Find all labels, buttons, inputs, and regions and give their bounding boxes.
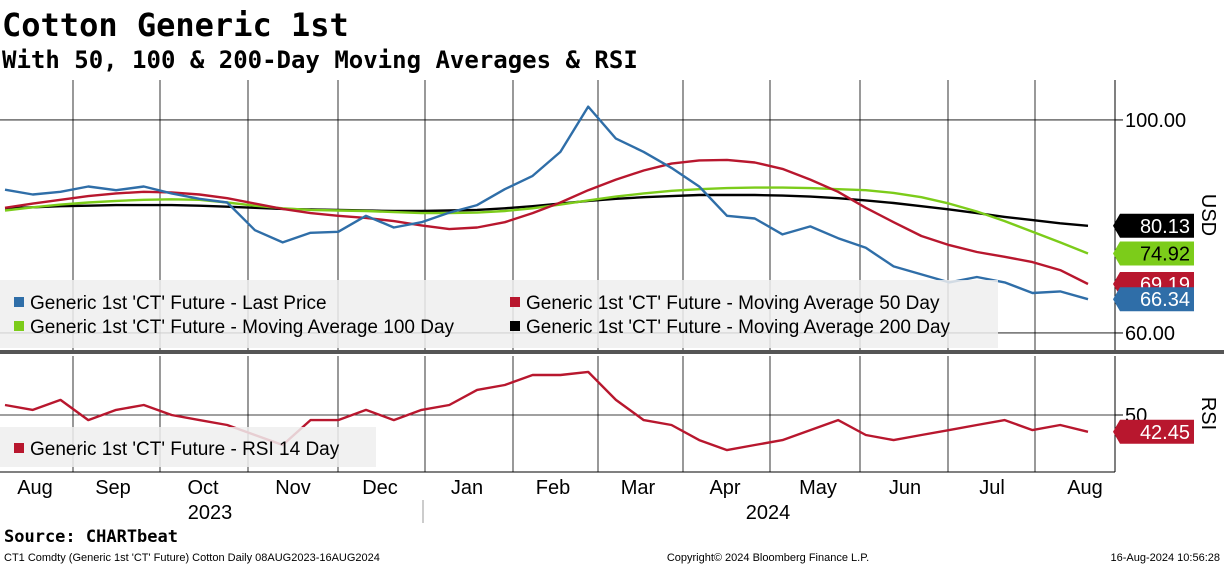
panel-separator	[0, 350, 1224, 354]
legend-swatch	[14, 443, 24, 453]
series-line	[4, 105, 1089, 301]
series-line	[4, 193, 1089, 227]
x-tick-label: Oct	[187, 477, 219, 499]
x-tick-label: Aug	[17, 477, 53, 499]
legend: Generic 1st 'CT' Future - RSI 14 Day	[0, 427, 376, 467]
value-badge-label: 74.92	[1140, 244, 1190, 266]
x-tick-label: Feb	[536, 477, 570, 499]
value-badge-label: 42.45	[1140, 422, 1190, 444]
value-badge	[1113, 241, 1194, 266]
value-badge	[1113, 213, 1194, 238]
series-line	[4, 186, 1089, 255]
copyright: Copyright© 2024 Bloomberg Finance L.P.	[667, 552, 869, 564]
y-axis-label: RSI	[1197, 397, 1219, 430]
x-year-label: 2023	[188, 502, 233, 524]
chart-title: Cotton Generic 1st	[2, 6, 349, 44]
x-tick-label: Apr	[709, 477, 740, 499]
legend-label: Generic 1st 'CT' Future - Moving Average…	[526, 317, 951, 338]
plots: 60.00 100.00 USD Generic 1st 'CT' Future - …	[0, 80, 1224, 524]
x-tick-label: Jan	[451, 477, 483, 499]
legend-label: Generic 1st 'CT' Future - RSI 14 Day	[30, 439, 340, 460]
x-tick-label: Mar	[621, 477, 656, 499]
y-axis-label: USD	[1197, 194, 1219, 236]
chart-subtitle: With 50, 100 & 200-Day Moving Averages &…	[2, 46, 638, 74]
legend-label: Generic 1st 'CT' Future - Moving Average…	[526, 293, 940, 314]
x-tick-label: Jul	[979, 477, 1005, 499]
x-tick-label: Nov	[275, 477, 311, 499]
series-line	[4, 158, 1089, 286]
legend-box	[0, 427, 376, 467]
timestamp: 16-Aug-2024 10:56:28	[1111, 552, 1220, 564]
value-badge-label: 80.13	[1140, 216, 1190, 238]
value-badge-label: 66.34	[1140, 289, 1190, 311]
y-tick-label: 100.00	[1125, 110, 1186, 132]
value-badge	[1113, 287, 1194, 312]
x-tick-label: Dec	[362, 477, 398, 499]
legend-swatch	[14, 321, 24, 331]
source: Source: CHARTbeat	[4, 527, 178, 547]
legend: Generic 1st 'CT' Future - Last Price Gene…	[0, 280, 998, 348]
legend-box	[0, 280, 998, 348]
series-line	[4, 370, 1089, 452]
y-tick-label: 60.00	[1125, 323, 1175, 345]
x-tick-label: Sep	[95, 477, 131, 499]
x-tick-label: Aug	[1067, 477, 1103, 499]
x-year-label: 2024	[746, 502, 791, 524]
legend-swatch	[510, 321, 520, 331]
value-badge	[1113, 419, 1194, 444]
x-tick-label: May	[799, 477, 837, 499]
panel: 60.00 100.00 USD Generic 1st 'CT' Future - …	[0, 80, 1219, 350]
legend-swatch	[510, 297, 520, 307]
x-tick-label: Jun	[889, 477, 921, 499]
legend-swatch	[14, 297, 24, 307]
legend-label: Generic 1st 'CT' Future - Moving Average…	[30, 317, 455, 338]
description: CT1 Comdty (Generic 1st 'CT' Future) Cot…	[4, 552, 380, 564]
legend-label: Generic 1st 'CT' Future - Last Price	[30, 293, 327, 314]
